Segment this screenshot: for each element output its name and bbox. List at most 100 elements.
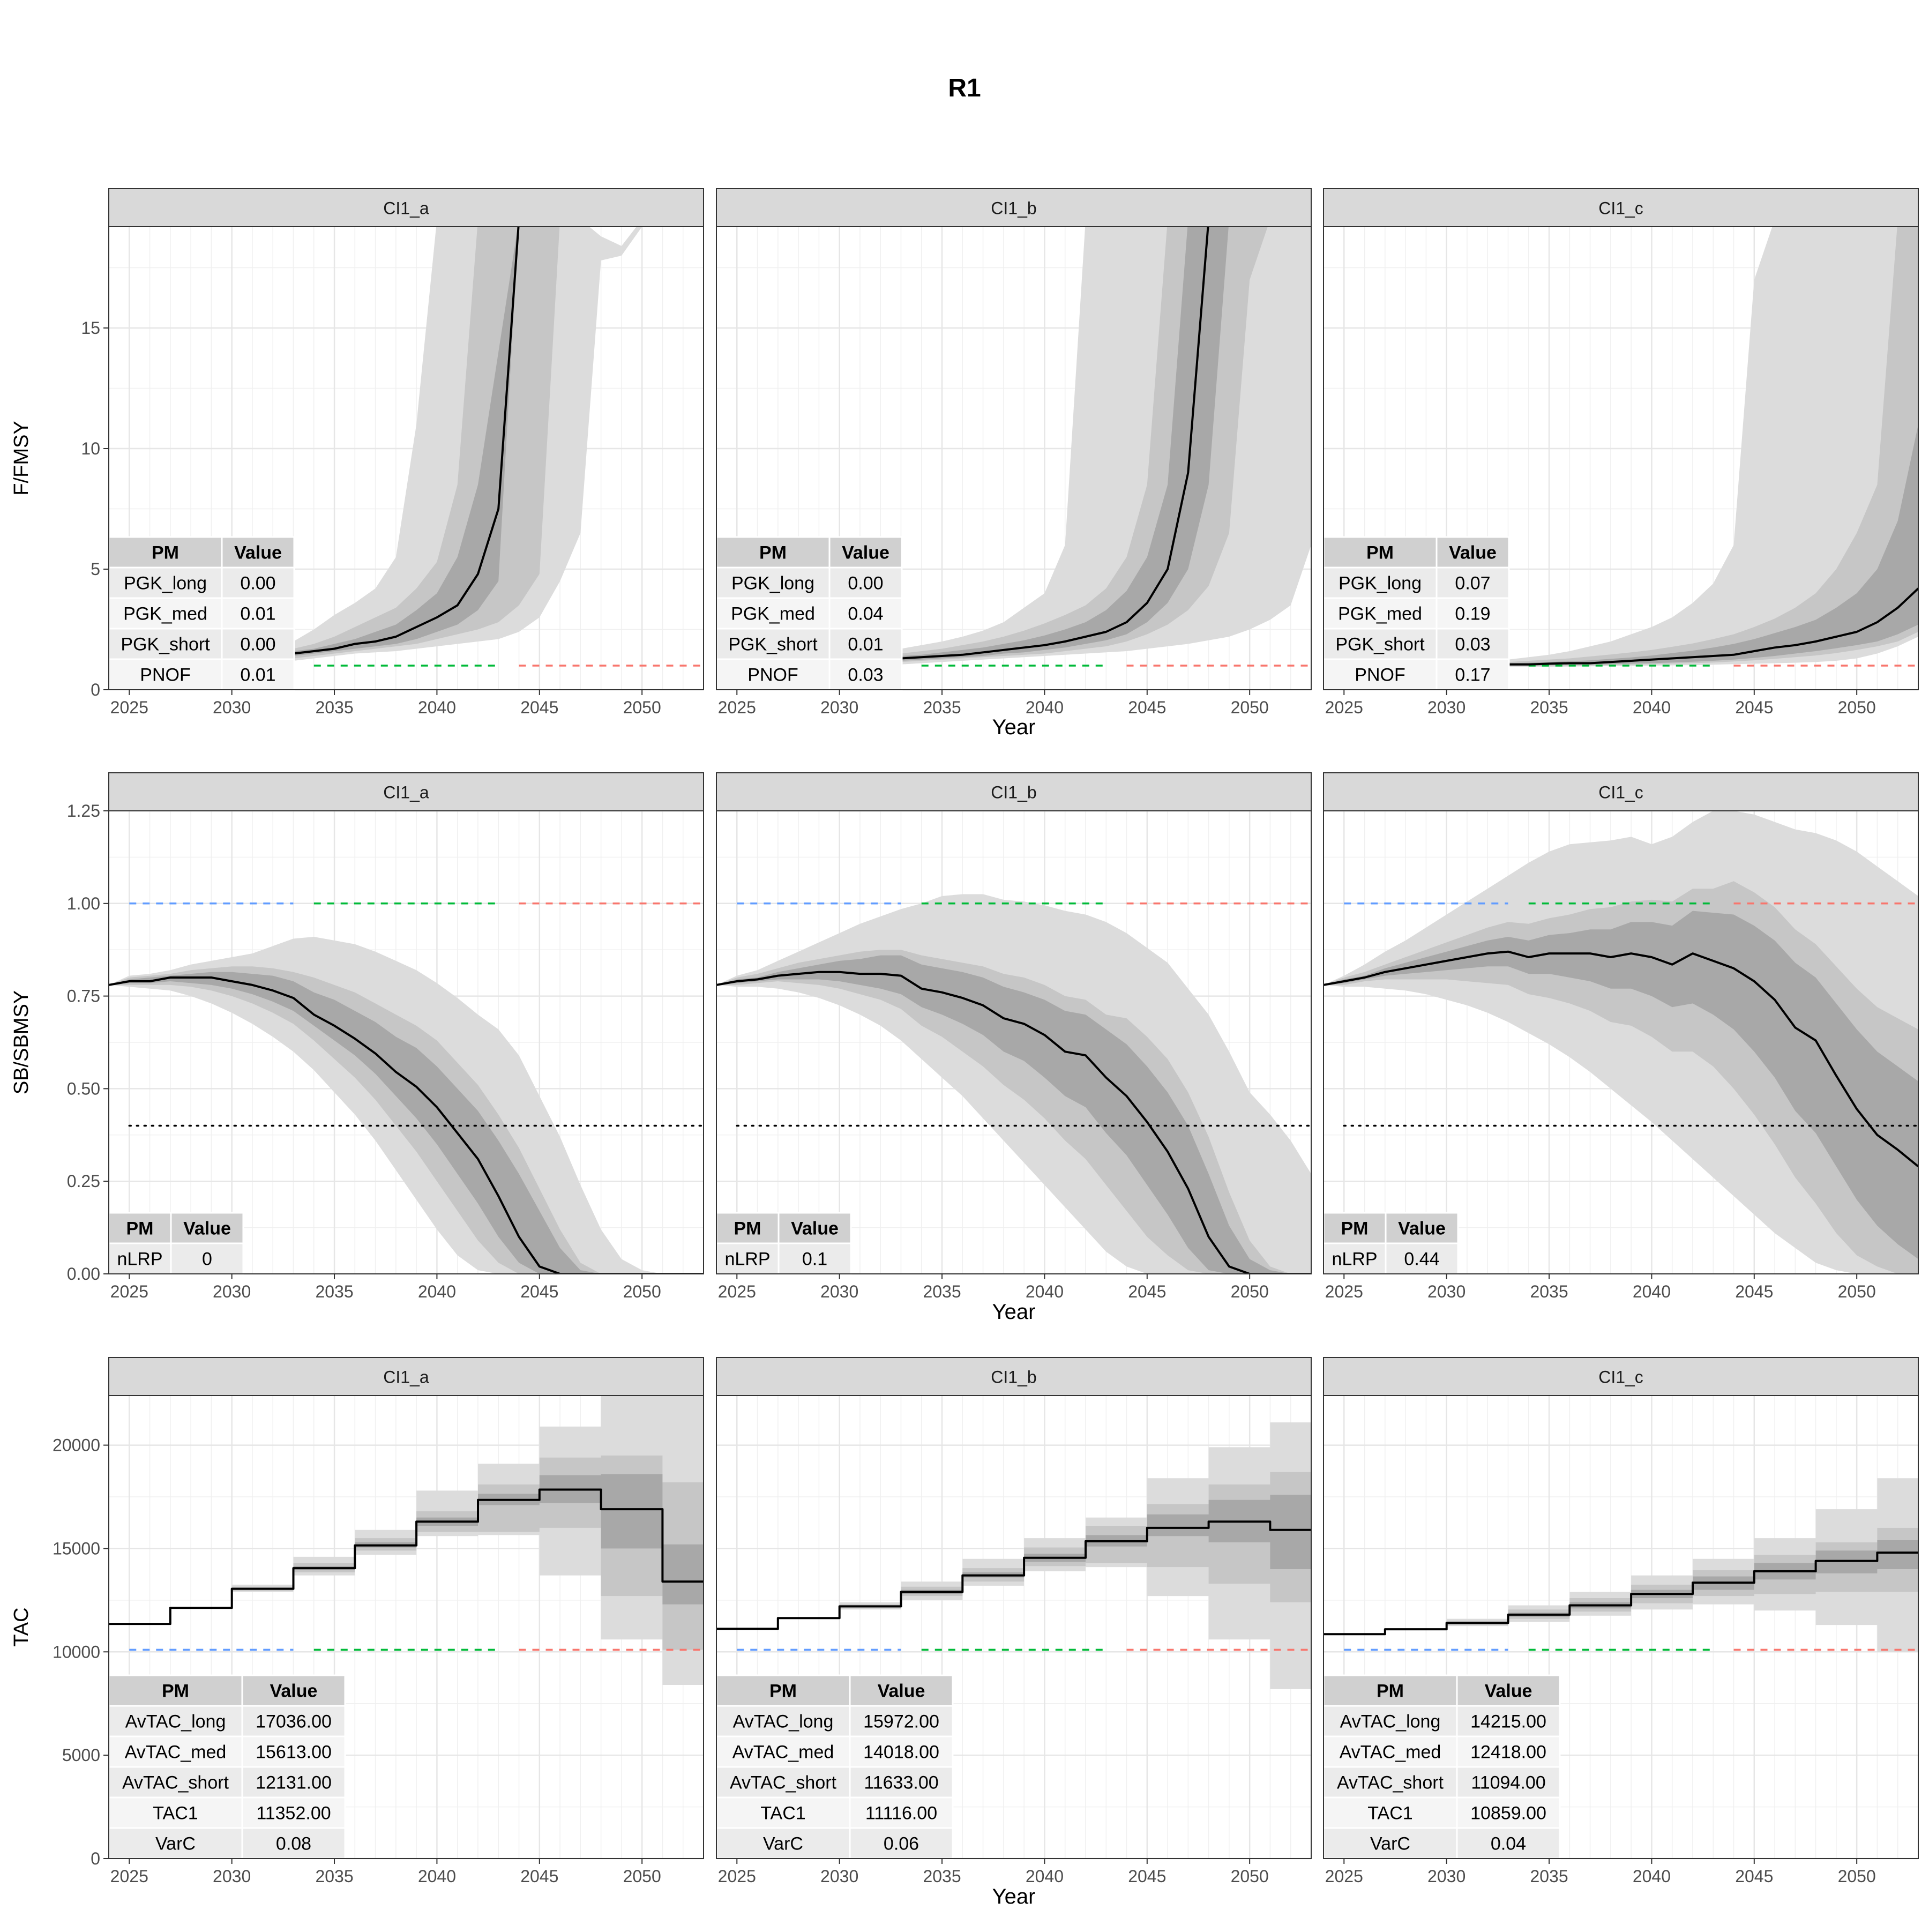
x-tick-label: 2030 bbox=[1427, 1867, 1466, 1886]
facet-strip-label: CI1_a bbox=[383, 1368, 429, 1387]
y-tick-label: 1.25 bbox=[67, 801, 100, 820]
x-tick-label: 2030 bbox=[213, 1867, 251, 1886]
median-line bbox=[1324, 950, 1918, 1168]
pm-table-value: 11094.00 bbox=[1471, 1773, 1545, 1793]
pm-table-header-cell bbox=[1435, 536, 1510, 569]
pm-table-value: 15972.00 bbox=[863, 1712, 939, 1732]
x-tick-label: 2025 bbox=[718, 1282, 756, 1301]
pm-table-value: 0.01 bbox=[240, 665, 275, 685]
ribbon-mid bbox=[109, 1455, 704, 1650]
panel-data bbox=[109, 1396, 704, 1685]
facet-strip bbox=[1323, 772, 1919, 811]
y-tick-label: 20000 bbox=[53, 1436, 100, 1455]
x-tick-label: 2040 bbox=[418, 1867, 456, 1886]
panel-CI1_a: CI1_a PM Value nLRP 0 2025 2030 2035 2040 2045 205… bbox=[67, 772, 704, 1301]
pm-table: PM Value PGK_long 0.00 PGK_med 0.04 PGK_short 0… bbox=[715, 536, 903, 691]
pm-table-metric: PGK_long bbox=[731, 573, 814, 594]
panel-border bbox=[716, 810, 1312, 1274]
panel-CI1_c: CI1_c PM Value AvTAC_long 14215.00 AvTAC_med 1… bbox=[1322, 1357, 1919, 1886]
x-axis: 2025 2030 2035 2040 2045 2050 bbox=[110, 690, 661, 717]
pm-table-cell bbox=[828, 628, 903, 660]
pm-table-value: 0.06 bbox=[884, 1834, 919, 1854]
facet-strip bbox=[108, 188, 704, 227]
facet-strip bbox=[716, 772, 1312, 811]
x-tick-label: 2025 bbox=[1325, 1282, 1363, 1301]
pm-table-metric: TAC1 bbox=[1367, 1803, 1412, 1824]
pm-table-cell bbox=[715, 566, 831, 599]
pm-table-cell bbox=[715, 597, 831, 630]
panel-CI1_c: CI1_c PM Value PGK_long 0.07 PGK_med 0.19 PGK_s… bbox=[1322, 188, 1919, 717]
figure-title: R1 bbox=[948, 74, 981, 102]
pm-table-value: 14215.00 bbox=[1470, 1712, 1546, 1732]
pm-table-value: 0.07 bbox=[1455, 573, 1490, 594]
pm-table-cell bbox=[1456, 1766, 1561, 1799]
panel-CI1_b: CI1_b PM Value PGK_long 0.00 PGK_med 0.04 PGK_s… bbox=[715, 188, 1312, 717]
pm-table-metric: PGK_med bbox=[123, 604, 207, 624]
pm-table-value: 0.01 bbox=[240, 604, 275, 624]
pm-table-cell bbox=[1322, 628, 1438, 660]
x-tick-label: 2035 bbox=[1530, 698, 1568, 717]
panel-CI1_a: CI1_a PM Value AvTAC_long 17036.00 AvTAC_med 1… bbox=[53, 1357, 704, 1886]
x-axis-label: Year bbox=[992, 715, 1036, 739]
pm-table-header-text: PM bbox=[126, 1219, 154, 1239]
ribbon-inner bbox=[109, 1474, 704, 1624]
panel-border bbox=[108, 226, 704, 690]
x-tick-label: 2035 bbox=[1530, 1867, 1568, 1886]
facet-strip-label: CI1_a bbox=[383, 783, 429, 802]
panel-data bbox=[109, 902, 704, 1274]
x-tick-label: 2025 bbox=[1325, 1867, 1363, 1886]
x-tick-label: 2025 bbox=[110, 1282, 148, 1301]
pm-table-header-cell bbox=[241, 1674, 346, 1707]
pm-table-metric: AvTAC_long bbox=[125, 1712, 226, 1732]
pm-table-value: 0.04 bbox=[1491, 1834, 1526, 1854]
pm-table-metric: TAC1 bbox=[760, 1803, 805, 1824]
pm-table-header-text: Value bbox=[842, 543, 889, 563]
x-axis: 2025 2030 2035 2040 2045 2050 bbox=[718, 1274, 1269, 1301]
ribbon-mid bbox=[1324, 1527, 1918, 1635]
y-axis: 0 5 10 15 bbox=[81, 318, 109, 699]
pm-table-metric: VarC bbox=[155, 1834, 196, 1854]
pm-table: PM Value PGK_long 0.00 PGK_med 0.01 PGK_short 0… bbox=[108, 536, 295, 691]
y-tick-label: 5 bbox=[91, 560, 100, 579]
x-tick-label: 2035 bbox=[923, 698, 961, 717]
y-tick-label: 0.50 bbox=[67, 1079, 100, 1098]
pm-table-cell bbox=[170, 1242, 244, 1275]
x-axis: 2025 2030 2035 2040 2045 2050 bbox=[1325, 690, 1876, 717]
pm-table-value: 14018.00 bbox=[863, 1742, 939, 1763]
pm-table-header-text: Value bbox=[234, 543, 282, 563]
pm-table-metric: VarC bbox=[763, 1834, 803, 1854]
pm-table-header-cell bbox=[715, 1212, 780, 1244]
pm-table-cell bbox=[108, 1796, 243, 1829]
median-line bbox=[901, 227, 1209, 660]
pm-table-value: 11352.00 bbox=[256, 1803, 331, 1824]
pm-table-value: 0.03 bbox=[1455, 635, 1490, 655]
pm-table-cell bbox=[849, 1766, 954, 1799]
x-tick-label: 2045 bbox=[1128, 698, 1166, 717]
x-tick-label: 2025 bbox=[110, 1867, 148, 1886]
pm-table-metric: PGK_med bbox=[731, 604, 815, 624]
pm-table-cell bbox=[241, 1766, 346, 1799]
panel-grid: F/FMSY CI1_a PM Value PGK_long 0.00 PGK_med 0.0… bbox=[10, 188, 1919, 1908]
y-axis-label: SB/SBMSY bbox=[10, 990, 33, 1094]
pm-table-value: 12131.00 bbox=[256, 1773, 332, 1793]
median-line bbox=[109, 976, 704, 1274]
panel-border bbox=[108, 810, 704, 1274]
x-tick-label: 2035 bbox=[315, 698, 353, 717]
pm-table-header-text: Value bbox=[1449, 543, 1497, 563]
x-tick-label: 2035 bbox=[923, 1282, 961, 1301]
x-axis: 2025 2030 2035 2040 2045 2050 bbox=[1325, 1859, 1876, 1886]
y-tick-label: 5000 bbox=[62, 1745, 100, 1765]
x-tick-label: 2045 bbox=[1128, 1867, 1166, 1886]
pm-table-metric: AvTAC_long bbox=[733, 1712, 834, 1732]
pm-table-header-text: Value bbox=[791, 1219, 839, 1239]
y-tick-label: 0 bbox=[91, 1849, 100, 1868]
y-tick-label: 0.25 bbox=[67, 1172, 100, 1191]
x-tick-label: 2045 bbox=[520, 1282, 558, 1301]
pm-table-cell bbox=[221, 658, 295, 691]
ribbon-mid bbox=[716, 1472, 1311, 1629]
pm-table-cell bbox=[828, 566, 903, 599]
panel-border bbox=[108, 1395, 704, 1859]
y-tick-label: 0.75 bbox=[67, 987, 100, 1006]
x-tick-label: 2050 bbox=[1838, 1867, 1876, 1886]
pm-table-value: 10859.00 bbox=[1470, 1803, 1546, 1824]
